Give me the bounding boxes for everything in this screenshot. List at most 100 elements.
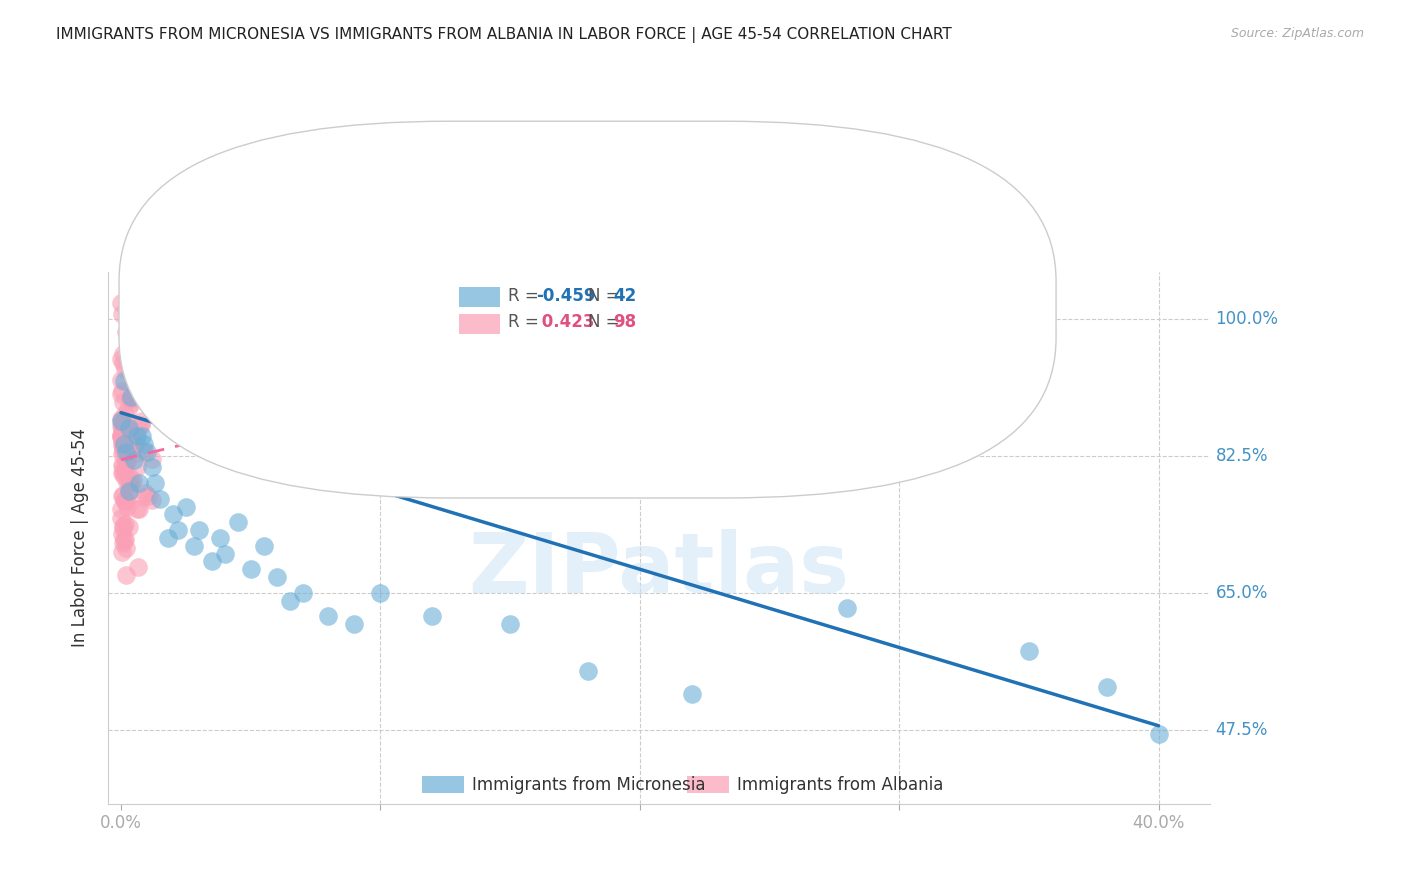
Y-axis label: In Labor Force | Age 45-54: In Labor Force | Age 45-54: [72, 428, 89, 648]
Point: [141, 492, 163, 507]
Text: Source: ZipAtlas.com: Source: ZipAtlas.com: [1230, 27, 1364, 40]
Point: [112, 519, 135, 533]
Point: [318, 609, 340, 624]
Point: [110, 502, 132, 516]
Point: [162, 508, 184, 522]
Point: [114, 568, 136, 582]
Point: [115, 425, 138, 439]
Point: [110, 511, 132, 525]
Bar: [686, 776, 728, 793]
Point: [124, 434, 146, 449]
Point: [111, 441, 134, 455]
Point: [118, 444, 141, 458]
Point: [239, 562, 262, 576]
Point: [114, 541, 136, 555]
Point: [201, 554, 224, 568]
Point: [114, 517, 136, 532]
Text: IMMIGRANTS FROM MICRONESIA VS IMMIGRANTS FROM ALBANIA IN LABOR FORCE | AGE 45-54: IMMIGRANTS FROM MICRONESIA VS IMMIGRANTS…: [56, 27, 952, 43]
Text: R =: R =: [508, 286, 544, 305]
Text: N =: N =: [588, 313, 624, 331]
Point: [114, 494, 136, 508]
Point: [226, 515, 249, 529]
Point: [132, 491, 155, 505]
Point: [110, 489, 132, 503]
Point: [111, 458, 134, 473]
Text: 82.5%: 82.5%: [1216, 447, 1268, 465]
Point: [110, 419, 132, 434]
Point: [117, 421, 139, 435]
Point: [111, 307, 134, 321]
Point: [1095, 680, 1118, 694]
Point: [111, 347, 134, 361]
Point: [112, 425, 135, 440]
Point: [370, 585, 392, 599]
Point: [141, 460, 163, 475]
Point: [118, 483, 141, 498]
Point: [111, 357, 134, 371]
Point: [115, 445, 138, 459]
Point: [115, 414, 138, 428]
Point: [127, 560, 149, 574]
Point: [115, 455, 138, 469]
Point: [135, 445, 157, 459]
Point: [1018, 644, 1040, 658]
Point: [128, 419, 150, 434]
Point: [111, 488, 134, 502]
Point: [125, 459, 148, 474]
Point: [110, 428, 132, 442]
Bar: [458, 287, 501, 308]
Point: [117, 520, 139, 534]
Point: [114, 407, 136, 421]
Point: [1147, 726, 1170, 740]
Text: 42: 42: [613, 286, 636, 305]
Point: [132, 443, 155, 458]
Point: [114, 532, 136, 546]
Point: [111, 430, 134, 444]
Point: [129, 418, 152, 433]
Point: [118, 478, 141, 492]
Text: R =: R =: [508, 313, 544, 331]
Point: [136, 489, 159, 503]
Point: [252, 539, 274, 553]
Text: 98: 98: [613, 313, 636, 331]
Point: [118, 424, 141, 438]
Text: 65.0%: 65.0%: [1216, 583, 1268, 602]
Point: [117, 437, 139, 451]
Text: -0.459: -0.459: [536, 286, 595, 305]
Point: [114, 454, 136, 468]
Point: [128, 502, 150, 516]
Point: [120, 392, 142, 406]
Text: Immigrants from Micronesia: Immigrants from Micronesia: [472, 776, 706, 794]
Bar: [422, 776, 464, 793]
Point: [111, 536, 134, 550]
Point: [112, 439, 135, 453]
Point: [112, 533, 135, 547]
Text: 0.423: 0.423: [536, 313, 595, 331]
Point: [118, 421, 141, 435]
Point: [141, 452, 163, 467]
Point: [114, 464, 136, 478]
Point: [110, 430, 132, 444]
Point: [110, 387, 132, 401]
Point: [112, 468, 135, 483]
Point: [121, 474, 143, 488]
Point: [128, 476, 150, 491]
Point: [111, 434, 134, 448]
Text: 47.5%: 47.5%: [1216, 721, 1268, 739]
Point: [111, 545, 134, 559]
Text: N =: N =: [588, 286, 624, 305]
Point: [117, 401, 139, 416]
Point: [134, 437, 156, 451]
Point: [291, 585, 314, 599]
Point: [112, 375, 135, 389]
Point: [143, 476, 166, 491]
Point: [117, 485, 139, 500]
Point: [145, 376, 167, 390]
Point: [132, 390, 155, 404]
Point: [139, 318, 162, 333]
Point: [111, 447, 134, 461]
Point: [120, 390, 142, 404]
Point: [120, 475, 142, 490]
Point: [117, 427, 139, 442]
Point: [343, 617, 366, 632]
